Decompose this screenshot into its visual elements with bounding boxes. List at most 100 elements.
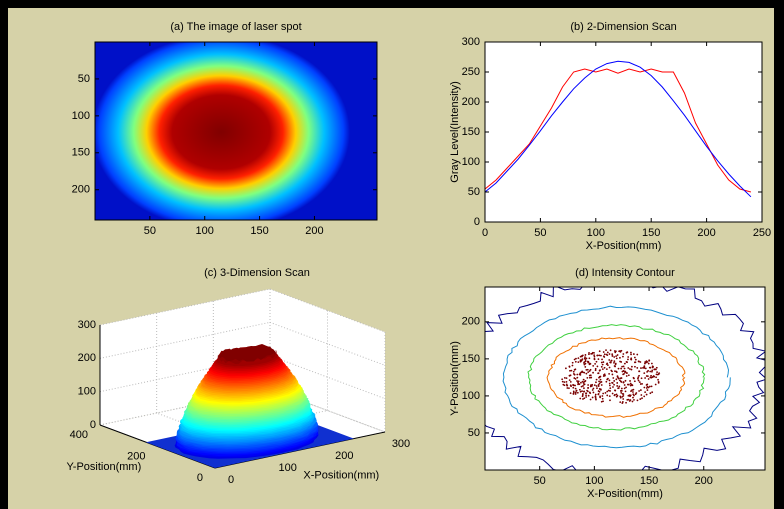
contour-peak: [601, 381, 603, 383]
contour-peak: [627, 356, 629, 358]
contour-peak: [582, 381, 584, 383]
figure: (a) The image of laser spot5010015020050…: [0, 0, 784, 509]
contour-peak: [596, 379, 598, 381]
contour-peak: [605, 392, 607, 394]
contour-peak: [635, 359, 637, 361]
contour-peak: [618, 378, 620, 380]
contour-peak: [583, 391, 585, 393]
contour-peak: [638, 370, 640, 372]
x-tick-label: 200: [335, 450, 353, 462]
x-axis-label: X-Position(mm): [303, 470, 379, 482]
contour-peak: [620, 392, 622, 394]
contour-peak: [570, 381, 572, 383]
contour-peak: [616, 371, 618, 373]
contour-peak: [622, 401, 624, 403]
contour-peak: [587, 387, 589, 389]
contour-peak: [602, 368, 604, 370]
contour-peak: [634, 366, 636, 368]
contour-peak: [592, 389, 594, 391]
z-tick-label: 0: [90, 419, 96, 431]
laser-spot: [92, 35, 349, 230]
contour-peak: [631, 369, 633, 371]
contour-peak: [599, 383, 601, 385]
contour-peak: [566, 385, 568, 387]
contour-peak: [599, 395, 601, 397]
contour-peak: [626, 372, 628, 374]
contour-peak: [638, 375, 640, 377]
contour-peak: [609, 380, 611, 382]
contour-peak: [570, 385, 572, 387]
contour-peak: [609, 367, 611, 369]
contour-peak: [613, 362, 615, 364]
y-tick-label: 200: [462, 96, 480, 108]
contour-peak: [646, 394, 648, 396]
x-tick-label: 250: [753, 227, 771, 239]
contour-peak: [593, 392, 595, 394]
contour-peak: [575, 392, 577, 394]
contour-peak: [608, 390, 610, 392]
contour-peak: [615, 355, 617, 357]
contour-peak: [609, 385, 611, 387]
contour-peak: [611, 353, 613, 355]
y-axis-label: Y-Position(mm): [66, 461, 141, 473]
y-tick-label: 0: [197, 472, 203, 484]
contour-peak: [579, 374, 581, 376]
contour-peak: [622, 393, 624, 395]
contour-peak: [603, 355, 605, 357]
contour-peak: [581, 355, 583, 357]
contour-peak: [623, 366, 625, 368]
x-axis-label: X-Position(mm): [587, 488, 663, 500]
contour-peak: [572, 365, 574, 367]
contour-peak: [585, 396, 587, 398]
contour-peak: [564, 384, 566, 386]
contour-peak: [607, 352, 609, 354]
contour-peak: [601, 359, 603, 361]
contour-peak: [619, 361, 621, 363]
contour-peak: [638, 380, 640, 382]
contour-peak: [574, 385, 576, 387]
x-tick-label: 50: [534, 227, 546, 239]
contour-peak: [601, 395, 603, 397]
contour-peak: [598, 380, 600, 382]
contour-peak: [581, 359, 583, 361]
contour-peak: [600, 379, 602, 381]
contour-peak: [605, 349, 607, 351]
contour-peak: [616, 396, 618, 398]
contour-peak: [564, 381, 566, 383]
z-tick-label: 200: [78, 352, 96, 364]
contour-peak: [584, 381, 586, 383]
contour-peak: [576, 390, 578, 392]
contour-peak: [621, 388, 623, 390]
contour-peak: [612, 382, 614, 384]
y-tick-label: 100: [462, 156, 480, 168]
contour-peak: [620, 397, 622, 399]
contour-peak: [610, 362, 612, 364]
contour-peak: [631, 366, 633, 368]
contour-peak: [652, 367, 654, 369]
contour-peak: [640, 389, 642, 391]
y-tick-label: 100: [72, 110, 90, 122]
contour-peak: [583, 379, 585, 381]
contour-peak: [588, 352, 590, 354]
contour-peak: [568, 387, 570, 389]
contour-peak: [626, 361, 628, 363]
contour-peak: [594, 359, 596, 361]
contour-peak: [651, 391, 653, 393]
contour-peak: [629, 380, 631, 382]
contour-peak: [643, 387, 645, 389]
contour-peak: [601, 384, 603, 386]
contour-peak: [577, 381, 579, 383]
contour-peak: [634, 380, 636, 382]
contour-peak: [590, 377, 592, 379]
contour-peak: [597, 355, 599, 357]
contour-peak: [651, 370, 653, 372]
contour-peak: [602, 393, 604, 395]
contour-peak: [651, 363, 653, 365]
contour-peak: [600, 376, 602, 378]
contour-peak: [605, 381, 607, 383]
y-tick-label: 50: [78, 73, 90, 85]
contour-peak: [624, 388, 626, 390]
contour-peak: [648, 363, 650, 365]
contour-peak: [583, 387, 585, 389]
contour-peak: [630, 385, 632, 387]
